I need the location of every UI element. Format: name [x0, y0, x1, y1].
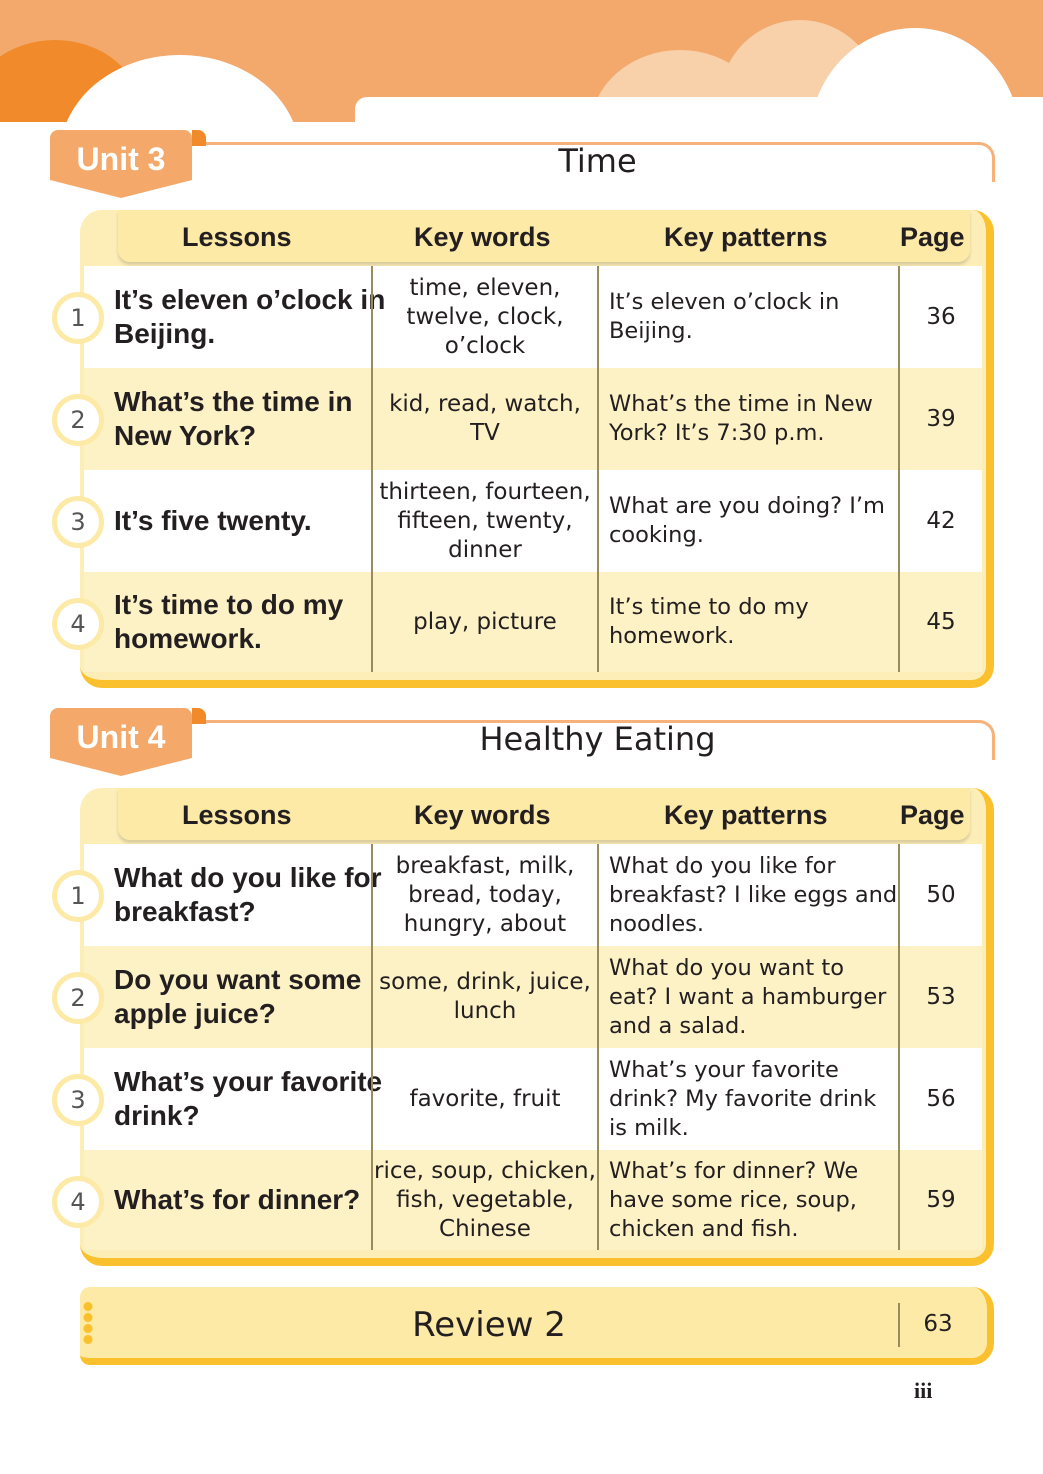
lesson-number: 1 [52, 292, 104, 344]
key-patterns: What’s the time in New York? It’s 7:30 p… [597, 368, 898, 470]
table-header: Lessons Key words Key patterns Page [118, 788, 970, 840]
table-row[interactable]: 3 It’s five twenty. thirteen, fourteen, … [52, 470, 982, 572]
page-ref: 36 [898, 266, 982, 368]
unit-header-line [200, 142, 995, 182]
table-row[interactable]: 2 What’s the time in New York? kid, read… [52, 368, 982, 470]
header-key-words: Key words [414, 222, 551, 252]
key-words: play, picture [371, 572, 597, 672]
lesson-number: 3 [52, 1074, 104, 1126]
table-row[interactable]: 4 What’s for dinner? rice, soup, chicken… [52, 1150, 982, 1250]
table-header: Lessons Key words Key patterns Page [118, 210, 970, 262]
page-ref: 53 [898, 946, 982, 1048]
key-words: rice, soup, chicken, fish, vegetable, Ch… [371, 1150, 597, 1250]
review-divider [898, 1303, 900, 1347]
lesson-number: 3 [52, 496, 104, 548]
key-words: time, eleven, twelve, clock, o’clock [371, 266, 597, 368]
page-ref: 45 [898, 572, 982, 672]
dots-decoration [82, 1301, 94, 1345]
page-ref: 56 [898, 1048, 982, 1150]
unit-header: Unit 3 Time [50, 130, 995, 200]
key-patterns: It’s time to do my homework. [597, 572, 898, 672]
key-words: thirteen, fourteen, fifteen, twenty, din… [371, 470, 597, 572]
review-row[interactable]: Review 2 63 [80, 1287, 994, 1365]
table-row[interactable]: 4 It’s time to do my homework. play, pic… [52, 572, 982, 672]
key-patterns: It’s eleven o’clock in Beijing. [597, 266, 898, 368]
key-words: kid, read, watch, TV [371, 368, 597, 470]
key-words: favorite, fruit [371, 1048, 597, 1150]
unit-header-line [200, 720, 995, 760]
header-lessons: Lessons [182, 222, 292, 252]
header-page: Page [900, 222, 965, 252]
unit-title: Time [558, 142, 637, 180]
header-lessons: Lessons [182, 800, 292, 830]
key-words: some, drink, juice, lunch [371, 946, 597, 1048]
header-key-patterns: Key patterns [664, 800, 828, 830]
key-patterns: What’s your favorite drink? My favorite … [597, 1048, 898, 1150]
table-row[interactable]: 2 Do you want some apple juice? some, dr… [52, 946, 982, 1048]
unit-tag-curl [192, 708, 206, 724]
header-key-words: Key words [414, 800, 551, 830]
lesson-title: What’s your favorite drink? [114, 1066, 383, 1131]
key-patterns: What are you doing? I’m cooking. [597, 470, 898, 572]
lesson-number: 1 [52, 870, 104, 922]
table-row[interactable]: 1 What do you like for breakfast? breakf… [52, 844, 982, 946]
lesson-number: 2 [52, 394, 104, 446]
unit-header: Unit 4 Healthy Eating [50, 708, 995, 778]
key-patterns: What do you like for breakfast? I like e… [597, 844, 898, 946]
table-row[interactable]: 1 It’s eleven o’clock in Beijing. time, … [52, 266, 982, 368]
lesson-number: 4 [52, 598, 104, 650]
lesson-title: Do you want some apple juice? [114, 964, 362, 1029]
page-ref: 39 [898, 368, 982, 470]
page-ref: 42 [898, 470, 982, 572]
lesson-title: What’s for dinner? [114, 1184, 361, 1215]
lessons-table: Lessons Key words Key patterns Page 1 Wh… [52, 788, 994, 1266]
key-patterns: What do you want to eat? I want a hambur… [597, 946, 898, 1048]
page-ref: 59 [898, 1150, 982, 1250]
review-page: 63 [923, 1311, 953, 1337]
header-page: Page [900, 800, 965, 830]
unit-title: Healthy Eating [479, 720, 716, 758]
key-patterns: What’s for dinner? We have some rice, so… [597, 1150, 898, 1250]
unit-tag-curl [192, 130, 206, 146]
lesson-number: 4 [52, 1176, 104, 1228]
page-number: iii [914, 1378, 933, 1403]
lesson-title: It’s five twenty. [114, 505, 312, 536]
header-key-patterns: Key patterns [664, 222, 828, 252]
lessons-table: Lessons Key words Key patterns Page 1 It… [52, 210, 994, 688]
unit-tag: Unit 3 [50, 130, 192, 198]
lesson-title: What’s the time in New York? [114, 386, 353, 451]
page-ref: 50 [898, 844, 982, 946]
lesson-title: What do you like for breakfast? [114, 862, 382, 927]
table-row[interactable]: 3 What’s your favorite drink? favorite, … [52, 1048, 982, 1150]
unit-tag: Unit 4 [50, 708, 192, 776]
lesson-title: It’s time to do my homework. [114, 589, 344, 654]
review-title: Review 2 [412, 1305, 566, 1345]
key-words: breakfast, milk, bread, today, hungry, a… [371, 844, 597, 946]
header-banner [0, 0, 1043, 122]
lesson-number: 2 [52, 972, 104, 1024]
lesson-title: It’s eleven o’clock in Beijing. [114, 284, 386, 349]
